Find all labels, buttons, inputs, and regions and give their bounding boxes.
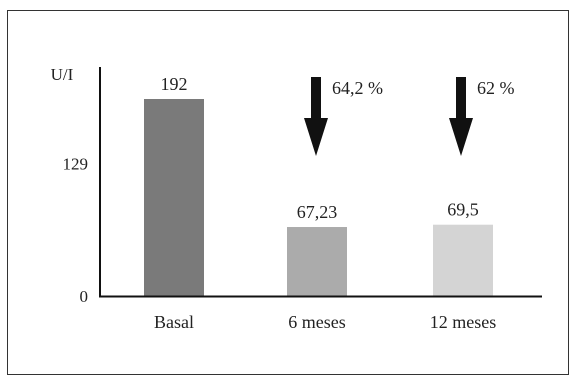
bar [287, 227, 347, 296]
x-tick-label: Basal [154, 312, 194, 332]
y-tick-label: 0 [80, 287, 89, 306]
annotations-group: 64,2 % 62 % [304, 77, 515, 156]
x-tick-label: 12 meses [430, 312, 497, 332]
y-tick-label: 129 [63, 155, 89, 174]
bar-value-label: 67,23 [297, 202, 338, 222]
bar-value-label: 69,5 [447, 200, 479, 220]
bar-value-label: 192 [161, 74, 188, 94]
y-tick-labels: 0 129 [63, 155, 89, 306]
bars-group [144, 99, 493, 296]
value-labels-group: 192 67,23 69,5 [161, 74, 479, 222]
down-arrow-icon [304, 77, 328, 156]
bar [144, 99, 204, 296]
reduction-label: 62 % [477, 78, 515, 98]
down-arrow-icon [449, 77, 473, 156]
x-tick-label: 6 meses [288, 312, 346, 332]
reduction-label: 64,2 % [332, 78, 383, 98]
bar [433, 224, 493, 296]
y-axis-label: U/I [51, 65, 74, 84]
x-tick-labels: Basal 6 meses 12 meses [154, 312, 496, 332]
